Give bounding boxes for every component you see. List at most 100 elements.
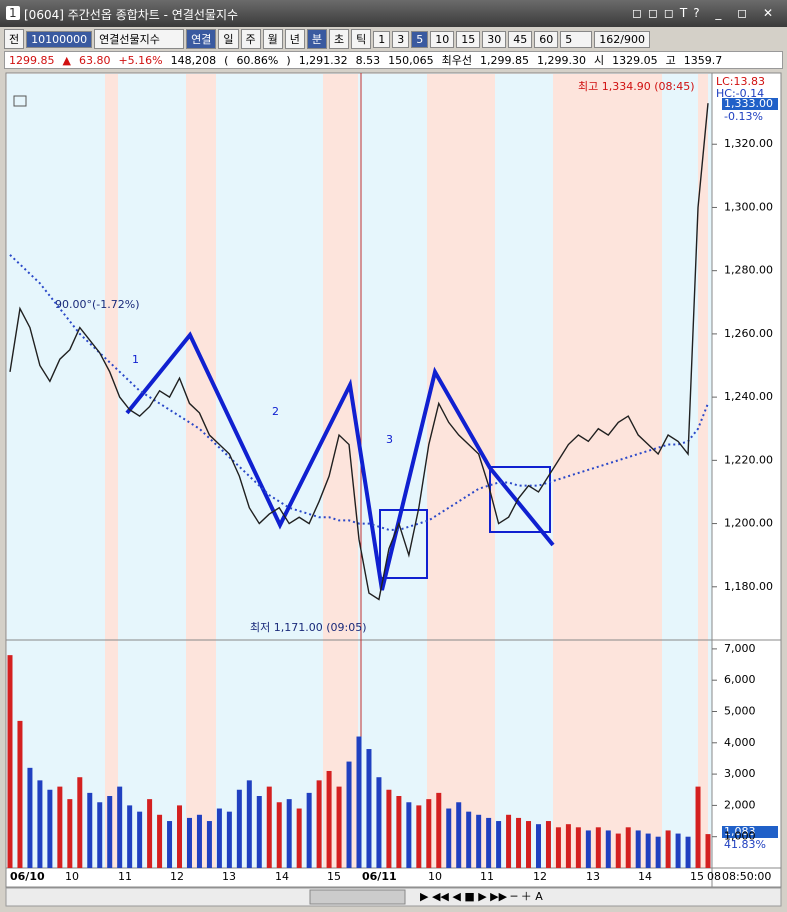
volume-bar [655, 836, 661, 868]
name-field[interactable]: 연결선물지수 [94, 29, 185, 49]
period-button[interactable]: 60 [534, 30, 559, 48]
y-tick-label: 1,220.00 [724, 453, 773, 466]
period-button[interactable]: 15 [456, 30, 481, 48]
volume-bar [526, 821, 532, 868]
angle-label: 90.00°(-1.72%) [55, 298, 140, 311]
volume-bar [137, 811, 143, 868]
volume-bar [97, 802, 103, 868]
volume-bar [107, 796, 113, 868]
period-button[interactable]: 30 [482, 30, 507, 48]
y-tick-label: 2,000 [724, 798, 756, 811]
volume-bar [396, 796, 402, 868]
volume-bar [167, 821, 173, 868]
volume-bar [336, 786, 342, 868]
volume-bar [206, 821, 212, 868]
period-button[interactable]: 월 [262, 29, 283, 49]
period-button[interactable]: 3 [392, 30, 410, 48]
toolbar: 전 10100000 연결선물지수 연결 일 주 월 년 분 초 틱 1 3 5 10 15 30 45 60 5 16… [4, 28, 783, 50]
volume-bar [585, 830, 591, 868]
volume-bar [356, 736, 362, 868]
y-tick-label: 1,180.00 [724, 580, 773, 593]
info-item: 최우선 [441, 54, 473, 67]
volume-bar [615, 833, 621, 868]
info-item: ( [224, 53, 229, 67]
info-item: 60.86% [236, 53, 279, 67]
nav-buttons[interactable]: ▶ ◀◀ ◀ ■ ▶ ▶▶ ─ ＋ A [420, 890, 543, 903]
x-tick-label: 13 [586, 870, 600, 883]
session-band [553, 74, 662, 868]
period-button[interactable]: 분 [306, 29, 327, 49]
volume-bar [446, 808, 452, 868]
volume-bar [306, 792, 312, 868]
period-button[interactable]: 10 [430, 30, 455, 48]
volume-bar [456, 802, 462, 868]
title-buttons[interactable]: ◻◻◻T? _ ◻ ✕ [632, 6, 780, 20]
volume-bar [436, 792, 442, 868]
info-item: 1299.85 [9, 53, 55, 67]
lc-label: LC:13.83 [716, 75, 765, 88]
volume-bar [296, 808, 302, 868]
volume-bar [17, 720, 23, 868]
period-button[interactable]: 5 [411, 30, 429, 48]
x-tick-label: 10 [65, 870, 79, 883]
period-button[interactable]: 틱 [351, 29, 372, 49]
volume-bar [635, 830, 641, 868]
x-tick-label: 10 [428, 870, 442, 883]
period-button[interactable]: 연결 [186, 29, 217, 49]
session-band [427, 74, 495, 868]
x-tick-label: 11 [480, 870, 494, 883]
info-bar: 1299.85 ▲ 63.80 +5.16% 148,208 (60.86%) 1,291.… [4, 51, 783, 69]
interval-select[interactable]: 5 [560, 30, 593, 48]
volume-bar [27, 767, 33, 868]
period-button[interactable]: 일 [218, 29, 239, 49]
info-item: 1359.7 [683, 53, 723, 67]
x-tick-label: 14 [638, 870, 652, 883]
volume-bar [386, 789, 392, 868]
volume-bar [695, 786, 701, 868]
drawing [125, 331, 555, 591]
volume-bar [67, 799, 73, 868]
grid-icon[interactable] [13, 95, 27, 107]
volume-bar [486, 817, 492, 868]
info-item: 1,299.30 [537, 53, 587, 67]
volume-bar [266, 786, 272, 868]
scroll-thumb[interactable] [309, 889, 406, 905]
volume-bar [117, 786, 123, 868]
drawing-digit: 2 [272, 405, 279, 418]
x-tick-label: 14 [275, 870, 289, 883]
moving-average [9, 254, 709, 531]
period-button[interactable]: 초 [329, 29, 350, 49]
period-button[interactable]: 45 [508, 30, 533, 48]
period-button[interactable]: 년 [284, 29, 305, 49]
x-tick-label: 11 [118, 870, 132, 883]
volume-bar [555, 827, 561, 868]
volume-bar [236, 789, 242, 868]
volume-bar [565, 824, 571, 868]
volume-bar [366, 749, 372, 868]
volume-bar [476, 814, 482, 868]
period-button[interactable]: 주 [240, 29, 261, 49]
title-bar: 1 [0604] 주간선옵 종합차트 - 연결선물지수 ◻◻◻T? _ ◻ ✕ [0, 0, 787, 27]
volume-bar [575, 827, 581, 868]
x-tick-label: 15 [690, 870, 704, 883]
x-tick-label: 06/11 [362, 870, 397, 883]
session-band [698, 74, 708, 868]
period-button[interactable]: 1 [373, 30, 391, 48]
y-tick-label: 6,000 [724, 673, 756, 686]
window-number: 1 [6, 6, 20, 20]
prev-button[interactable]: 전 [4, 29, 25, 49]
volume-bar [416, 805, 422, 868]
volume-bar [47, 789, 53, 868]
volume-bar [57, 786, 63, 868]
volume-bar [625, 827, 631, 868]
session-band [323, 74, 358, 868]
volume-bar [705, 834, 711, 868]
code-input[interactable]: 10100000 [26, 30, 93, 48]
info-item: +5.16% [118, 53, 163, 67]
volume-bar [37, 780, 43, 868]
last-price: 1,333.00 [724, 97, 773, 110]
info-item: 시 [594, 54, 605, 67]
last-box [722, 98, 778, 110]
volume-bar [77, 777, 83, 868]
